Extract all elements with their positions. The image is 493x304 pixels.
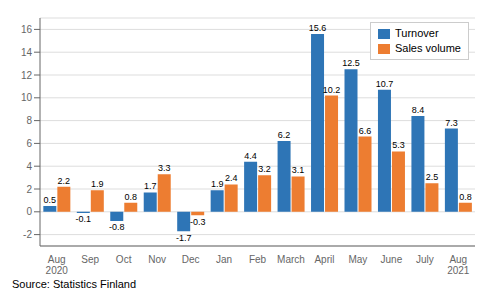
svg-text:-0.1: -0.1	[76, 214, 92, 224]
svg-text:1.9: 1.9	[91, 179, 104, 189]
svg-text:4: 4	[26, 161, 32, 172]
svg-text:3.1: 3.1	[292, 165, 305, 175]
svg-text:0.8: 0.8	[125, 192, 138, 202]
svg-text:Oct: Oct	[116, 254, 132, 265]
svg-text:6.6: 6.6	[359, 126, 372, 136]
svg-text:Aug2020: Aug2020	[46, 254, 69, 276]
svg-text:Dec: Dec	[182, 254, 200, 265]
svg-text:-0.3: -0.3	[190, 217, 206, 227]
svg-text:7.3: 7.3	[445, 118, 458, 128]
svg-text:14: 14	[21, 47, 33, 58]
svg-text:10: 10	[21, 92, 33, 103]
svg-text:March: March	[277, 254, 305, 265]
svg-text:15.6: 15.6	[309, 23, 327, 33]
svg-text:-0.8: -0.8	[109, 222, 125, 232]
svg-text:Nov: Nov	[148, 254, 166, 265]
svg-text:8.4: 8.4	[412, 105, 425, 115]
html-text:Turnover: Turnover	[395, 27, 439, 39]
svg-text:July: July	[416, 254, 434, 265]
svg-text:16: 16	[21, 24, 33, 35]
svg-text:10.2: 10.2	[323, 85, 341, 95]
svg-text:6.2: 6.2	[278, 130, 291, 140]
svg-text:1.9: 1.9	[211, 179, 224, 189]
svg-text:0: 0	[26, 206, 32, 217]
svg-text:0.5: 0.5	[44, 195, 57, 205]
svg-text:3.3: 3.3	[158, 163, 171, 173]
svg-text:May: May	[348, 254, 367, 265]
svg-text:Aug2021: Aug2021	[447, 254, 470, 276]
svg-text:Feb: Feb	[249, 254, 267, 265]
html-text:Sales volume: Sales volume	[395, 42, 461, 54]
svg-text:8: 8	[26, 115, 32, 126]
svg-text:2.5: 2.5	[426, 172, 439, 182]
svg-text:2.4: 2.4	[225, 173, 238, 183]
svg-text:4.4: 4.4	[244, 151, 257, 161]
html-text:Source: Statistics Finland: Source: Statistics Finland	[12, 278, 137, 290]
svg-text:-1.7: -1.7	[176, 233, 192, 243]
svg-text:Sep: Sep	[81, 254, 99, 265]
svg-text:Jan: Jan	[216, 254, 232, 265]
svg-text:5.3: 5.3	[392, 140, 405, 150]
svg-text:6: 6	[26, 138, 32, 149]
svg-text:12: 12	[21, 70, 33, 81]
svg-text:2: 2	[26, 184, 32, 195]
svg-text:0.8: 0.8	[459, 192, 472, 202]
svg-text:12.5: 12.5	[342, 58, 360, 68]
svg-text:10.7: 10.7	[376, 79, 394, 89]
svg-text:June: June	[381, 254, 403, 265]
svg-text:April: April	[314, 254, 334, 265]
svg-text:1.7: 1.7	[144, 181, 157, 191]
svg-text:2.2: 2.2	[58, 176, 71, 186]
svg-text:3.2: 3.2	[258, 164, 271, 174]
svg-text:-2: -2	[23, 229, 32, 240]
